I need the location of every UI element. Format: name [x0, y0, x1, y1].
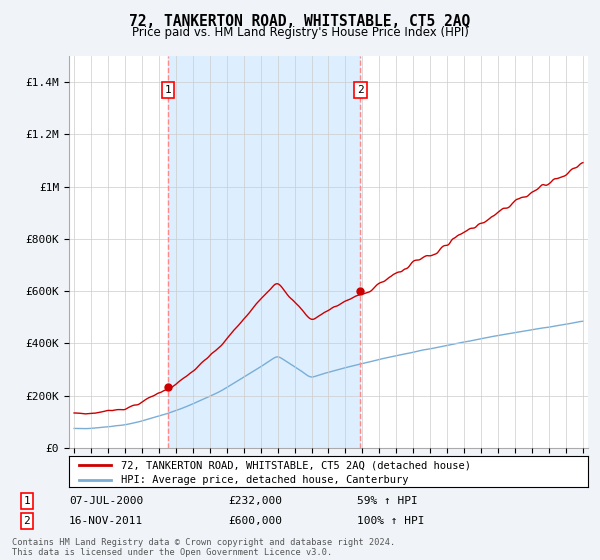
Text: 16-NOV-2011: 16-NOV-2011	[69, 516, 143, 526]
Text: HPI: Average price, detached house, Canterbury: HPI: Average price, detached house, Cant…	[121, 475, 409, 486]
Text: 1: 1	[23, 496, 31, 506]
Text: Contains HM Land Registry data © Crown copyright and database right 2024.
This d: Contains HM Land Registry data © Crown c…	[12, 538, 395, 557]
Text: £600,000: £600,000	[228, 516, 282, 526]
Bar	[168, 56, 361, 448]
Text: 07-JUL-2000: 07-JUL-2000	[69, 496, 143, 506]
Text: 2: 2	[357, 85, 364, 95]
Text: 1: 1	[164, 85, 171, 95]
Text: 72, TANKERTON ROAD, WHITSTABLE, CT5 2AQ: 72, TANKERTON ROAD, WHITSTABLE, CT5 2AQ	[130, 14, 470, 29]
Text: 59% ↑ HPI: 59% ↑ HPI	[357, 496, 418, 506]
Text: 2: 2	[23, 516, 31, 526]
Text: Price paid vs. HM Land Registry's House Price Index (HPI): Price paid vs. HM Land Registry's House …	[131, 26, 469, 39]
Text: 100% ↑ HPI: 100% ↑ HPI	[357, 516, 425, 526]
Text: 72, TANKERTON ROAD, WHITSTABLE, CT5 2AQ (detached house): 72, TANKERTON ROAD, WHITSTABLE, CT5 2AQ …	[121, 460, 471, 470]
Text: £232,000: £232,000	[228, 496, 282, 506]
